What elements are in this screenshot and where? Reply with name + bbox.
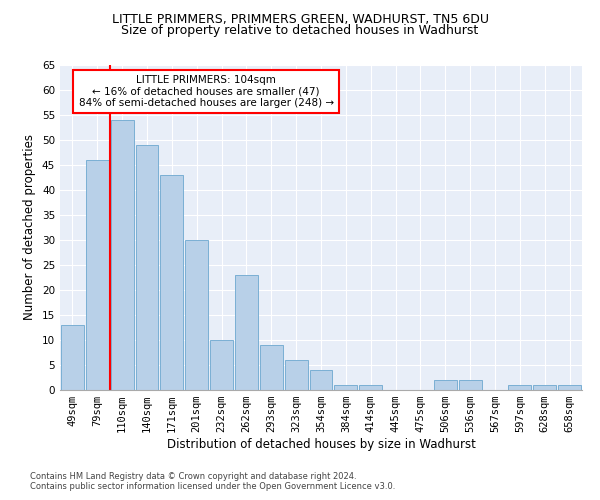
Bar	[558, 385, 581, 390]
Bar	[260, 345, 283, 390]
Y-axis label: Number of detached properties: Number of detached properties	[23, 134, 37, 320]
Bar	[359, 385, 382, 390]
Bar	[434, 380, 457, 390]
Bar	[160, 175, 183, 390]
Bar	[310, 370, 332, 390]
Bar	[185, 240, 208, 390]
Bar	[86, 160, 109, 390]
Text: LITTLE PRIMMERS: 104sqm
← 16% of detached houses are smaller (47)
84% of semi-de: LITTLE PRIMMERS: 104sqm ← 16% of detache…	[79, 74, 334, 108]
Bar	[459, 380, 482, 390]
Text: Size of property relative to detached houses in Wadhurst: Size of property relative to detached ho…	[121, 24, 479, 37]
Text: Contains HM Land Registry data © Crown copyright and database right 2024.: Contains HM Land Registry data © Crown c…	[30, 472, 356, 481]
Bar	[210, 340, 233, 390]
Bar	[508, 385, 531, 390]
Bar	[235, 275, 258, 390]
Bar	[285, 360, 308, 390]
Bar	[136, 145, 158, 390]
Text: LITTLE PRIMMERS, PRIMMERS GREEN, WADHURST, TN5 6DU: LITTLE PRIMMERS, PRIMMERS GREEN, WADHURS…	[112, 12, 488, 26]
X-axis label: Distribution of detached houses by size in Wadhurst: Distribution of detached houses by size …	[167, 438, 475, 451]
Bar	[533, 385, 556, 390]
Bar	[111, 120, 134, 390]
Text: Contains public sector information licensed under the Open Government Licence v3: Contains public sector information licen…	[30, 482, 395, 491]
Bar	[61, 325, 84, 390]
Bar	[334, 385, 357, 390]
